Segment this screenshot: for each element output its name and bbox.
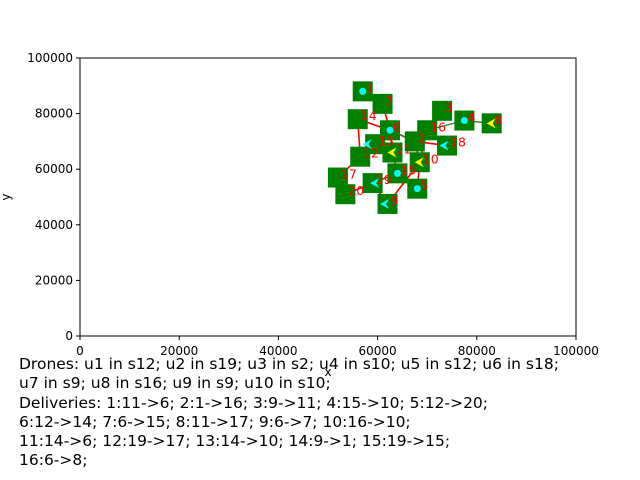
x-tick-label: 20000 (160, 344, 198, 358)
station-10-label: 10 (423, 151, 439, 166)
station-11-label: 11 (395, 142, 411, 157)
caption: Drones: u1 in s12; u2 in s19; u3 in s2; … (19, 355, 634, 471)
x-tick-label: 0 (76, 344, 84, 358)
x-axis-label: x (324, 365, 331, 379)
station-18-label: 18 (450, 135, 466, 150)
station-12-label: 12 (363, 146, 379, 161)
station-16-label: 16 (430, 119, 446, 134)
drone-marker (460, 117, 468, 125)
station-2-label: 2 (418, 130, 426, 145)
x-tick-label: 40000 (259, 344, 297, 358)
station-7-label: 7 (386, 93, 394, 108)
station-8-label: 8 (495, 112, 503, 127)
drone-arrow-marker (414, 157, 424, 168)
y-tick-label: 0 (65, 329, 73, 343)
caption-line: 16:6->8; (19, 451, 88, 470)
x-axis-ticks: 0 20000 40000 60000 80000 100000 (76, 336, 599, 358)
drone-arrow-marker (486, 118, 496, 129)
station-20-label: 20 (348, 183, 364, 198)
caption-line: Deliveries: 1:11->6; 2:1->16; 3:9->11; 4… (19, 393, 489, 412)
drone-marker (359, 87, 367, 95)
drone-arrow-marker (439, 140, 449, 151)
drone-arrow-marker (387, 147, 397, 158)
drone-arrow-marker (380, 198, 390, 209)
caption-line: Drones: u1 in s12; u2 in s19; u3 in s2; … (19, 355, 559, 373)
station-3-label: 3 (445, 100, 453, 115)
axes-frame (79, 57, 577, 337)
drone-marker (413, 185, 421, 193)
station-14-label: 14 (361, 108, 377, 123)
station-markers (327, 81, 502, 214)
station-20-marker (335, 184, 356, 205)
station-6-label: 6 (393, 119, 401, 134)
drone-marker (386, 126, 394, 134)
station-17-label: 17 (341, 167, 357, 182)
drone-marker (393, 169, 401, 177)
x-tick-label: 80000 (458, 344, 496, 358)
station-7-marker (372, 93, 393, 114)
station-15-label: 15 (400, 162, 416, 177)
station-16-marker (417, 120, 438, 141)
x-tick-label: 100000 (553, 344, 599, 358)
caption-line: 6:12->14; 7:6->15; 8:11->17; 9:6->7; 10:… (19, 412, 411, 431)
drone-arrow-marker (370, 178, 380, 189)
caption-line: u7 in s9; u8 in s16; u9 in s9; u10 in s1… (19, 374, 331, 393)
station-13-marker (365, 134, 386, 155)
station-17-marker (327, 167, 348, 188)
station-19-label: 19 (376, 172, 392, 187)
y-tick-label: 40000 (35, 218, 73, 232)
drone-arrow-marker (362, 139, 372, 150)
y-axis-label: y (0, 193, 13, 200)
caption-line: 11:14->6; 12:19->17; 13:14->10; 14:9->1;… (19, 432, 451, 451)
y-tick-label: 20000 (35, 273, 73, 287)
station-9-marker (377, 193, 398, 214)
y-tick-label: 80000 (35, 107, 73, 121)
station-9-label: 9 (391, 193, 399, 208)
y-tick-label: 100000 (27, 51, 73, 65)
station-4-label: 4 (467, 110, 475, 125)
x-tick-label: 60000 (359, 344, 397, 358)
station-13-label: 13 (378, 133, 394, 148)
station-14-marker (347, 109, 368, 130)
drone-markers (359, 87, 496, 209)
station-5-label: 5 (420, 178, 428, 193)
station-1-label: 1 (366, 80, 374, 95)
station-3-marker (432, 100, 453, 121)
y-tick-label: 60000 (35, 162, 73, 176)
station-18-marker (437, 135, 458, 156)
y-axis-ticks: 0 20000 40000 60000 80000 100000 (27, 51, 80, 343)
